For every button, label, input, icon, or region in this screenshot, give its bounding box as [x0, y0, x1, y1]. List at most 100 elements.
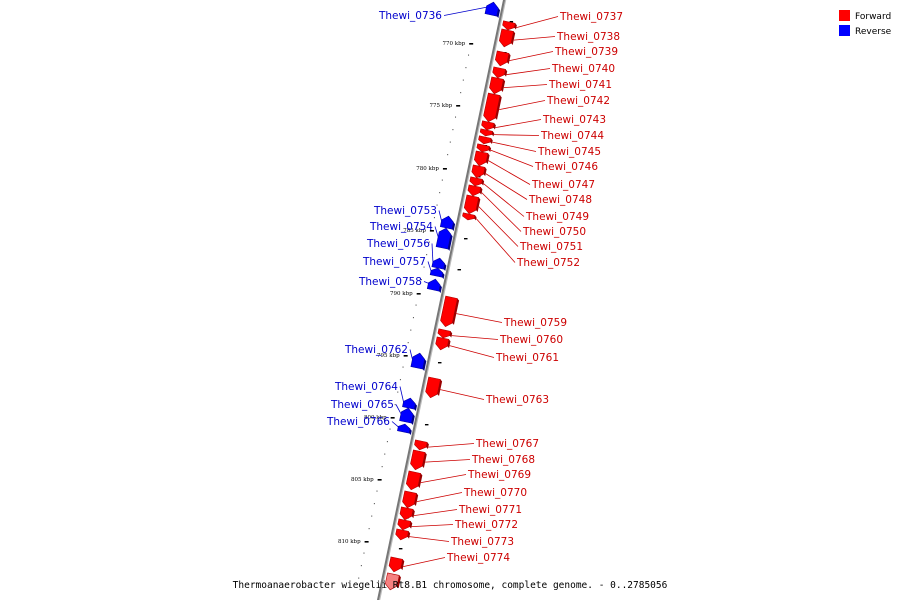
reverse-gene-arrow-shade	[411, 414, 415, 425]
label-leader-line	[423, 281, 429, 284]
minor-tick	[412, 317, 414, 319]
forward-gene-arrow	[402, 490, 417, 509]
forward-gene-arrow-shade	[418, 473, 423, 489]
forward-gene-arrow-shade	[452, 298, 460, 325]
label-leader-line	[431, 243, 434, 262]
tick-label: 770 kbp	[443, 41, 466, 47]
reverse-gene-arrow	[431, 257, 446, 270]
reverse-gene-arrow-shade	[496, 8, 501, 18]
gene-label: Thewi_0766	[326, 416, 390, 428]
forward-gene-arrow	[437, 328, 451, 339]
minor-tick	[402, 366, 404, 368]
label-leader-line	[456, 313, 503, 323]
forward-gene-arrow	[483, 92, 501, 123]
forward-gene-arrow-shade	[422, 452, 427, 469]
reverse-gene-arrow-shade	[452, 222, 456, 231]
gene-label: Thewi_0753	[373, 205, 437, 217]
label-leader-line	[475, 218, 516, 263]
minor-tick	[462, 79, 464, 81]
minor-tick	[397, 391, 399, 393]
gene-label: Thewi_0754	[369, 221, 433, 233]
forward-gene-arrow-shade	[507, 53, 511, 65]
reverse-gene-arrow	[402, 397, 416, 410]
minor-tick	[360, 565, 362, 567]
strand-tick	[509, 21, 514, 23]
forward-gene-arrow	[495, 50, 510, 67]
gene-label: Thewi_0742	[546, 95, 610, 107]
gene-label: Thewi_0774	[446, 552, 510, 564]
forward-gene-arrow-shade	[504, 69, 508, 77]
tick-label: 800 kbp	[364, 415, 387, 421]
reverse-gene-arrow-shade	[447, 234, 453, 251]
forward-gene-arrow-shade	[514, 23, 517, 30]
forward-gene-arrow-shade	[488, 146, 492, 152]
label-leader-line	[409, 349, 413, 360]
minor-tick	[447, 154, 449, 156]
gene-label: Thewi_0765	[330, 399, 394, 411]
label-leader-line	[403, 557, 446, 568]
gene-label: Thewi_0752	[516, 257, 580, 269]
forward-gene-arrow-shade	[483, 167, 487, 177]
forward-gene-arrow	[492, 66, 506, 79]
major-tick	[416, 293, 421, 295]
label-leader-line	[449, 345, 495, 358]
label-leader-line	[503, 84, 548, 89]
label-leader-line	[506, 68, 551, 76]
minor-tick	[441, 179, 443, 181]
minor-tick	[433, 217, 435, 219]
minor-tick	[468, 54, 470, 56]
forward-gene-arrow-shade	[474, 215, 477, 221]
forward-gene-arrow-shade	[400, 559, 405, 571]
forward-gene-arrow	[479, 128, 493, 137]
label-leader-line	[495, 119, 542, 129]
label-leader-line	[434, 226, 439, 237]
minor-tick	[455, 116, 457, 118]
forward-gene-arrow	[467, 184, 482, 197]
forward-gene-arrow	[440, 295, 458, 328]
major-tick	[429, 230, 434, 232]
forward-gene-arrow-shade	[409, 521, 413, 529]
gene-label: Thewi_0740	[551, 63, 615, 75]
minor-tick	[465, 67, 467, 69]
label-leader-line	[490, 149, 534, 167]
forward-gene-arrow	[405, 470, 422, 491]
minor-tick	[428, 241, 430, 243]
label-leader-line	[451, 335, 499, 340]
minor-tick	[371, 515, 373, 517]
reverse-gene-arrow-shade	[441, 272, 445, 280]
minor-tick	[407, 342, 409, 344]
major-tick	[403, 355, 408, 357]
gene-label: Thewi_0760	[499, 334, 563, 346]
forward-gene-arrow	[414, 439, 428, 451]
reverse-gene-arrow-shade	[409, 428, 412, 436]
label-leader-line	[493, 134, 540, 136]
forward-gene-arrow-shade	[414, 493, 419, 507]
label-leader-line	[391, 421, 399, 428]
forward-gene-arrow-shade	[491, 131, 495, 137]
label-leader-line	[440, 389, 485, 400]
minor-tick	[373, 503, 375, 505]
tick-label: 780 kbp	[416, 166, 439, 172]
gene-label: Thewi_0749	[525, 211, 589, 223]
minor-tick	[420, 279, 422, 281]
gene-label: Thewi_0738	[556, 31, 620, 43]
tick-label: 790 kbp	[390, 291, 413, 297]
reverse-gene-arrow-shade	[422, 359, 427, 371]
minor-tick	[452, 129, 454, 131]
tick-label: 805 kbp	[351, 477, 374, 483]
minor-tick	[410, 329, 412, 331]
forward-gene-arrow-shade	[447, 339, 451, 349]
forward-gene-arrow-shade	[437, 379, 443, 397]
label-leader-line	[427, 261, 432, 271]
forward-gene-arrow	[474, 150, 489, 167]
minor-tick	[423, 266, 425, 268]
label-leader-line	[499, 100, 546, 111]
forward-gene-arrow-faded-shade	[397, 575, 401, 589]
major-tick	[442, 168, 447, 170]
label-leader-line	[478, 206, 519, 247]
forward-gene-arrow	[478, 135, 492, 145]
label-leader-line	[425, 459, 471, 463]
minor-tick	[460, 92, 462, 94]
forward-gene-arrow	[397, 518, 412, 531]
label-leader-line	[513, 36, 556, 41]
